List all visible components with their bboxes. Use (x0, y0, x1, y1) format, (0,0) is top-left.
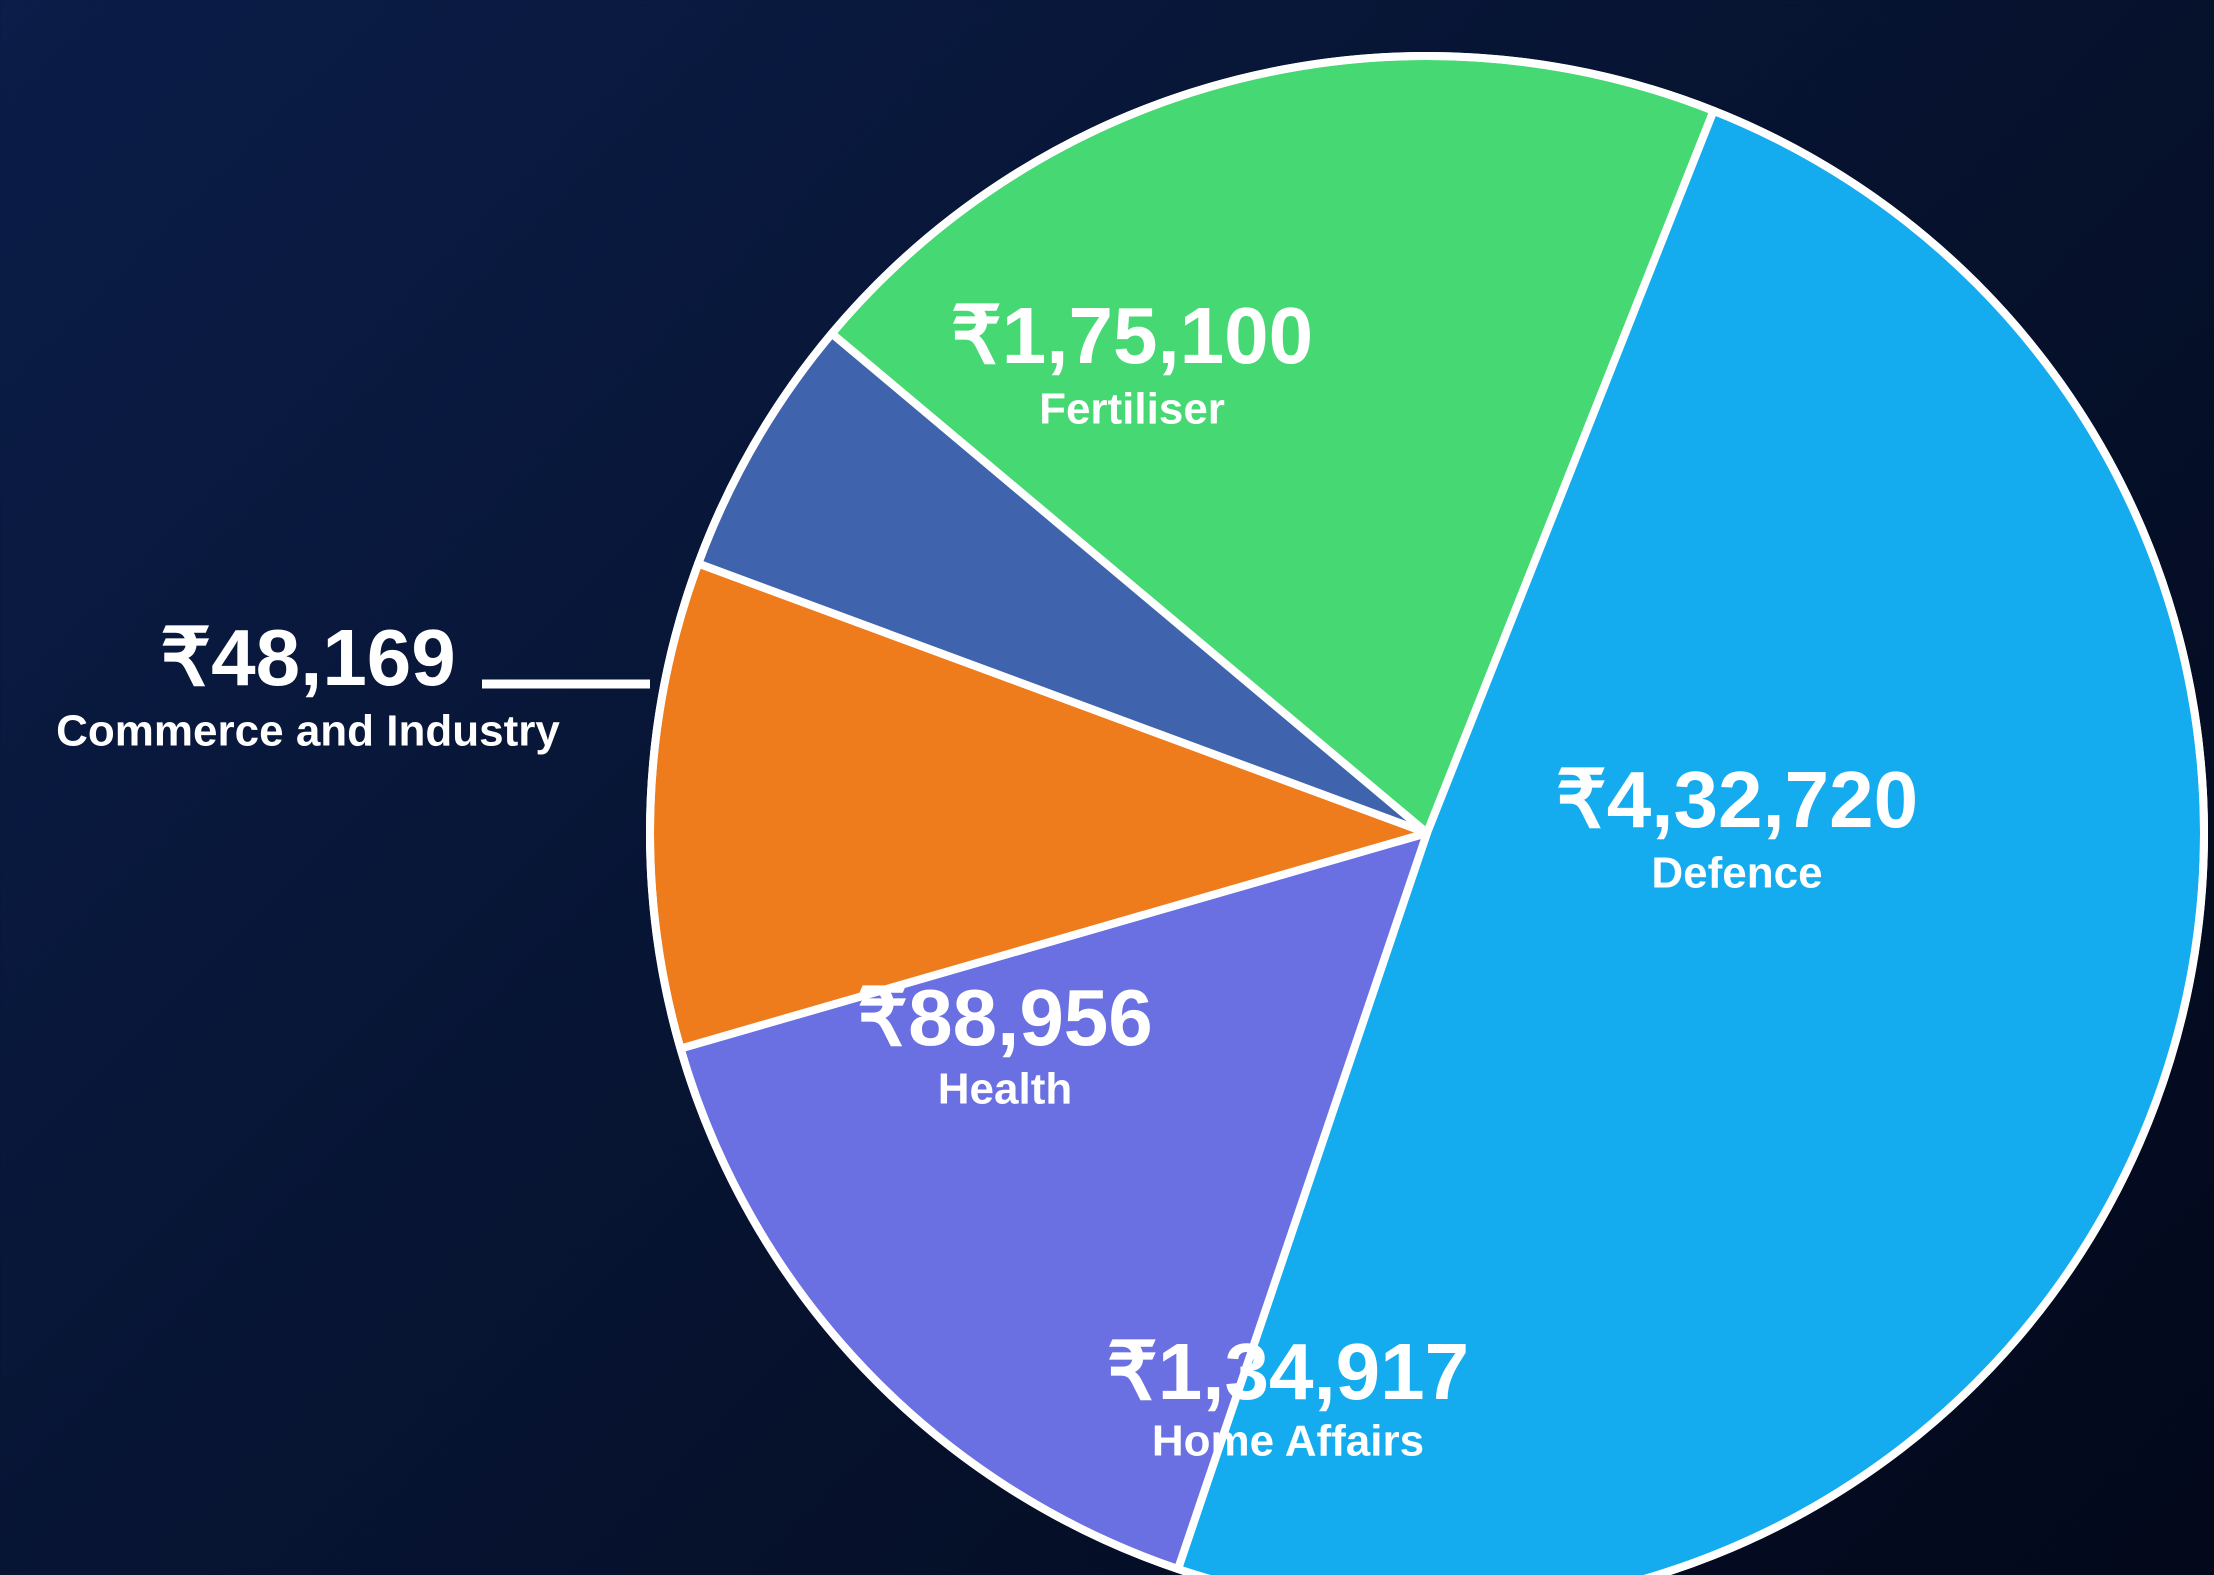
value-label: ₹4,32,720 (1556, 755, 1918, 844)
category-label: Home Affairs (1152, 1417, 1424, 1466)
value-label: ₹88,956 (857, 973, 1153, 1062)
value-label: ₹1,75,100 (951, 291, 1313, 380)
category-label: Health (938, 1065, 1072, 1114)
category-label: Defence (1651, 849, 1822, 898)
value-label: ₹48,169 (160, 613, 456, 702)
value-label: ₹1,34,917 (1107, 1327, 1469, 1416)
category-label: Commerce and Industry (56, 707, 560, 756)
chart: ₹1,75,100 Fertiliser ₹4,32,720 Defence ₹1,34… (0, 0, 2214, 1575)
category-label: Fertiliser (1039, 385, 1225, 434)
page: ₹1,75,100 Fertiliser ₹4,32,720 Defence ₹1,34… (0, 0, 2214, 1575)
